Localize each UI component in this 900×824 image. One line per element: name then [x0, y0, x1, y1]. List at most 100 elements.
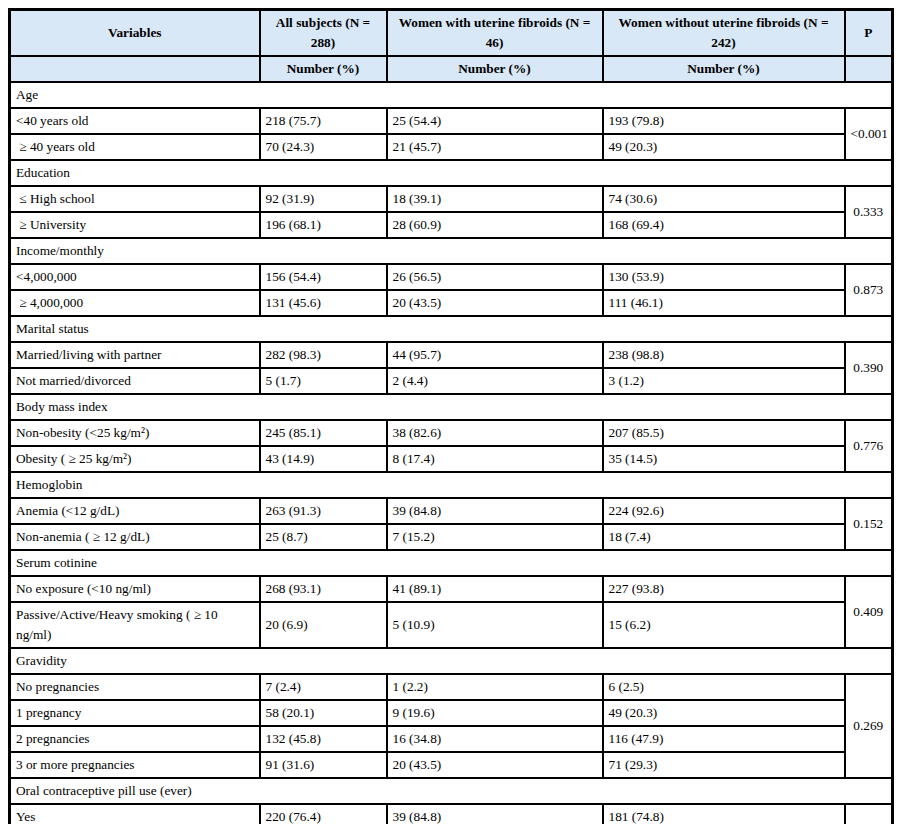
section-title: Hemoglobin [10, 472, 893, 498]
cell-with-fibroids: 28 (60.9) [387, 212, 603, 238]
cell-without-fibroids: 71 (29.3) [603, 752, 845, 778]
table-row: Married/living with partner 282 (98.3) 4… [10, 342, 893, 368]
table-row: 3 or more pregnancies 91 (31.6) 20 (43.5… [10, 752, 893, 778]
cell-with-fibroids: 8 (17.4) [387, 446, 603, 472]
table-row: <4,000,000 156 (54.4) 26 (56.5) 130 (53.… [10, 264, 893, 290]
cell-all-subjects: 245 (85.1) [260, 420, 387, 446]
table-row: Obesity ( ≥ 25 kg/m²) 43 (14.9) 8 (17.4)… [10, 446, 893, 472]
cell-p-value: <0.001 [845, 108, 893, 160]
cell-with-fibroids: 21 (45.7) [387, 134, 603, 160]
cell-variable: 2 pregnancies [10, 726, 260, 752]
table-row: ≥ 40 years old 70 (24.3) 21 (45.7) 49 (2… [10, 134, 893, 160]
cell-all-subjects: 282 (98.3) [260, 342, 387, 368]
cell-all-subjects: 220 (76.4) [260, 804, 387, 824]
col-header-variables: Variables [10, 10, 260, 57]
table-row: ≥ University 196 (68.1) 28 (60.9) 168 (6… [10, 212, 893, 238]
subheader-all-number: Number (%) [260, 56, 387, 82]
table-row: Yes 220 (76.4) 39 (84.8) 181 (74.8) 0.20… [10, 804, 893, 824]
subheader-with-number: Number (%) [387, 56, 603, 82]
cell-variable: 3 or more pregnancies [10, 752, 260, 778]
section-title: Body mass index [10, 394, 893, 420]
section-title: Serum cotinine [10, 550, 893, 576]
section-row-marital-status: Marital status [10, 316, 893, 342]
table-row: Anemia (<12 g/dL) 263 (91.3) 39 (84.8) 2… [10, 498, 893, 524]
cell-without-fibroids: 15 (6.2) [603, 602, 845, 648]
cell-variable: Non-anemia ( ≥ 12 g/dL) [10, 524, 260, 550]
section-title: Marital status [10, 316, 893, 342]
cell-without-fibroids: 49 (20.3) [603, 700, 845, 726]
cell-p-value: 0.873 [845, 264, 893, 316]
cell-without-fibroids: 74 (30.6) [603, 186, 845, 212]
cell-p-value: 0.776 [845, 420, 893, 472]
cell-with-fibroids: 44 (95.7) [387, 342, 603, 368]
cell-variable: Passive/Active/Heavy smoking ( ≥ 10 ng/m… [10, 602, 260, 648]
cell-without-fibroids: 238 (98.8) [603, 342, 845, 368]
col-header-all-subjects: All subjects (N = 288) [260, 10, 387, 57]
table-row: Non-anemia ( ≥ 12 g/dL) 25 (8.7) 7 (15.2… [10, 524, 893, 550]
cell-all-subjects: 91 (31.6) [260, 752, 387, 778]
section-title: Gravidity [10, 648, 893, 674]
cell-with-fibroids: 9 (19.6) [387, 700, 603, 726]
table-row: No pregnancies 7 (2.4) 1 (2.2) 6 (2.5) 0… [10, 674, 893, 700]
cell-without-fibroids: 224 (92.6) [603, 498, 845, 524]
cell-variable: Anemia (<12 g/dL) [10, 498, 260, 524]
cell-with-fibroids: 38 (82.6) [387, 420, 603, 446]
cell-without-fibroids: 18 (7.4) [603, 524, 845, 550]
section-row-bmi: Body mass index [10, 394, 893, 420]
cell-with-fibroids: 39 (84.8) [387, 804, 603, 824]
page: Variables All subjects (N = 288) Women w… [0, 0, 900, 824]
table-row: ≤ High school 92 (31.9) 18 (39.1) 74 (30… [10, 186, 893, 212]
cell-all-subjects: 20 (6.9) [260, 602, 387, 648]
cell-all-subjects: 25 (8.7) [260, 524, 387, 550]
cell-variable: ≤ High school [10, 186, 260, 212]
subheader-without-number: Number (%) [603, 56, 845, 82]
cell-all-subjects: 5 (1.7) [260, 368, 387, 394]
cell-without-fibroids: 227 (93.8) [603, 576, 845, 602]
table-row: ≥ 4,000,000 131 (45.6) 20 (43.5) 111 (46… [10, 290, 893, 316]
cell-variable: Yes [10, 804, 260, 824]
col-header-with-fibroids: Women with uterine fibroids (N = 46) [387, 10, 603, 57]
cell-without-fibroids: 168 (69.4) [603, 212, 845, 238]
cell-all-subjects: 132 (45.8) [260, 726, 387, 752]
section-title: Education [10, 160, 893, 186]
cell-p-value: 0.409 [845, 576, 893, 648]
cell-all-subjects: 263 (91.3) [260, 498, 387, 524]
table-row: 2 pregnancies 132 (45.8) 16 (34.8) 116 (… [10, 726, 893, 752]
cell-with-fibroids: 25 (54.4) [387, 108, 603, 134]
cell-variable: <40 years old [10, 108, 260, 134]
cell-with-fibroids: 39 (84.8) [387, 498, 603, 524]
subheader-row: Number (%) Number (%) Number (%) [10, 56, 893, 82]
cell-without-fibroids: 130 (53.9) [603, 264, 845, 290]
cell-variable: No exposure (<10 ng/ml) [10, 576, 260, 602]
cell-all-subjects: 58 (20.1) [260, 700, 387, 726]
cell-p-value: 0.269 [845, 674, 893, 778]
section-row-serum-cotinine: Serum cotinine [10, 550, 893, 576]
table-row: No exposure (<10 ng/ml) 268 (93.1) 41 (8… [10, 576, 893, 602]
section-row-education: Education [10, 160, 893, 186]
section-row-age: Age [10, 82, 893, 108]
cell-all-subjects: 268 (93.1) [260, 576, 387, 602]
section-title: Income/monthly [10, 238, 893, 264]
cell-variable: Not married/divorced [10, 368, 260, 394]
cell-without-fibroids: 181 (74.8) [603, 804, 845, 824]
cell-all-subjects: 70 (24.3) [260, 134, 387, 160]
cell-variable: Obesity ( ≥ 25 kg/m²) [10, 446, 260, 472]
cell-without-fibroids: 6 (2.5) [603, 674, 845, 700]
cell-variable: Married/living with partner [10, 342, 260, 368]
cell-with-fibroids: 2 (4.4) [387, 368, 603, 394]
cell-all-subjects: 131 (45.6) [260, 290, 387, 316]
cell-p-value: 0.203 [845, 804, 893, 824]
table-row: Not married/divorced 5 (1.7) 2 (4.4) 3 (… [10, 368, 893, 394]
cell-all-subjects: 218 (75.7) [260, 108, 387, 134]
cell-p-value: 0.152 [845, 498, 893, 550]
cell-p-value: 0.333 [845, 186, 893, 238]
cell-variable: ≥ 40 years old [10, 134, 260, 160]
cell-variable: Non-obesity (<25 kg/m²) [10, 420, 260, 446]
table-row: 1 pregnancy 58 (20.1) 9 (19.6) 49 (20.3) [10, 700, 893, 726]
cell-without-fibroids: 49 (20.3) [603, 134, 845, 160]
section-row-ocp-use: Oral contraceptive pill use (ever) [10, 778, 893, 804]
cell-variable: ≥ University [10, 212, 260, 238]
cell-all-subjects: 43 (14.9) [260, 446, 387, 472]
col-header-without-fibroids: Women without uterine fibroids (N = 242) [603, 10, 845, 57]
cell-without-fibroids: 116 (47.9) [603, 726, 845, 752]
